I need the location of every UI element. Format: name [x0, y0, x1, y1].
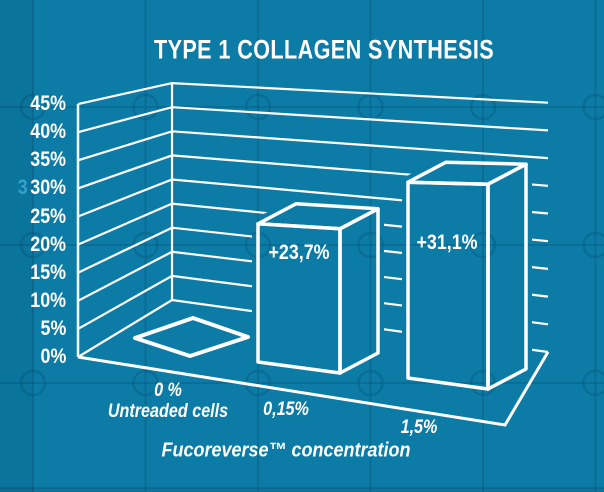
x-tick-label-1-5: 1,5%	[400, 417, 438, 438]
y-tick-label-40: 40%	[30, 120, 66, 144]
bar-0-15-side-face	[338, 207, 380, 375]
pattern-circle	[244, 93, 272, 121]
y-tick-label-0: 0%	[40, 345, 66, 368]
x-axis-title: Fucoreverse™ concentration	[161, 439, 411, 462]
pattern-circle	[132, 93, 159, 121]
bar-1-5-side-face	[486, 162, 528, 391]
bar-0-15	[256, 202, 380, 375]
x-tick-label-untreated-line1: 0 %	[154, 380, 182, 401]
pattern-circle	[469, 369, 497, 397]
pattern-circle	[582, 231, 604, 259]
x-tick-label-0-15: 0,15%	[263, 399, 309, 420]
bar-1-5-value-label: +31,1%	[416, 231, 478, 254]
y-tick-label-35: 35%	[30, 148, 66, 172]
pattern-circle	[582, 93, 604, 121]
pattern-circle	[19, 93, 47, 121]
ghost-digit-artifact: 3	[18, 176, 28, 199]
bar-0-15-value-label: +23,7%	[268, 241, 330, 264]
gridline-0%	[77, 298, 549, 358]
y-tick-label-5: 5%	[40, 316, 66, 340]
pattern-circle	[357, 231, 384, 259]
y-tick-label-10: 10%	[30, 288, 66, 312]
pattern-circle	[357, 369, 384, 397]
pattern-circle	[19, 369, 47, 397]
pattern-circle	[19, 231, 47, 259]
y-tick-label-20: 20%	[30, 232, 66, 256]
y-tick-label-15: 15%	[30, 260, 66, 284]
left-edge-shade	[0, 0, 33, 492]
bars-group	[133, 160, 528, 391]
y-tick-label-25: 25%	[30, 204, 66, 228]
pattern-circle	[582, 369, 604, 397]
gridline-35%	[77, 130, 549, 162]
chart-title: TYPE 1 COLLAGEN SYNTHESIS	[153, 34, 495, 65]
bar-1-5	[406, 160, 528, 391]
wall-gridlines	[76, 81, 550, 427]
pattern-circle	[469, 231, 497, 259]
x-tick-label-untreated-line2: Untreaded cells	[107, 401, 229, 422]
floor-edge	[77, 351, 550, 427]
y-tick-label-30: 30%	[30, 176, 66, 200]
y-tick-label-45: 45%	[30, 92, 66, 116]
bar-untreated-base	[133, 316, 250, 358]
pattern-circle	[469, 93, 497, 121]
pattern-circle	[132, 369, 159, 397]
bottom-edge-shade	[0, 488, 604, 492]
gridline-45%	[77, 81, 549, 106]
gridline-5%	[77, 274, 549, 330]
